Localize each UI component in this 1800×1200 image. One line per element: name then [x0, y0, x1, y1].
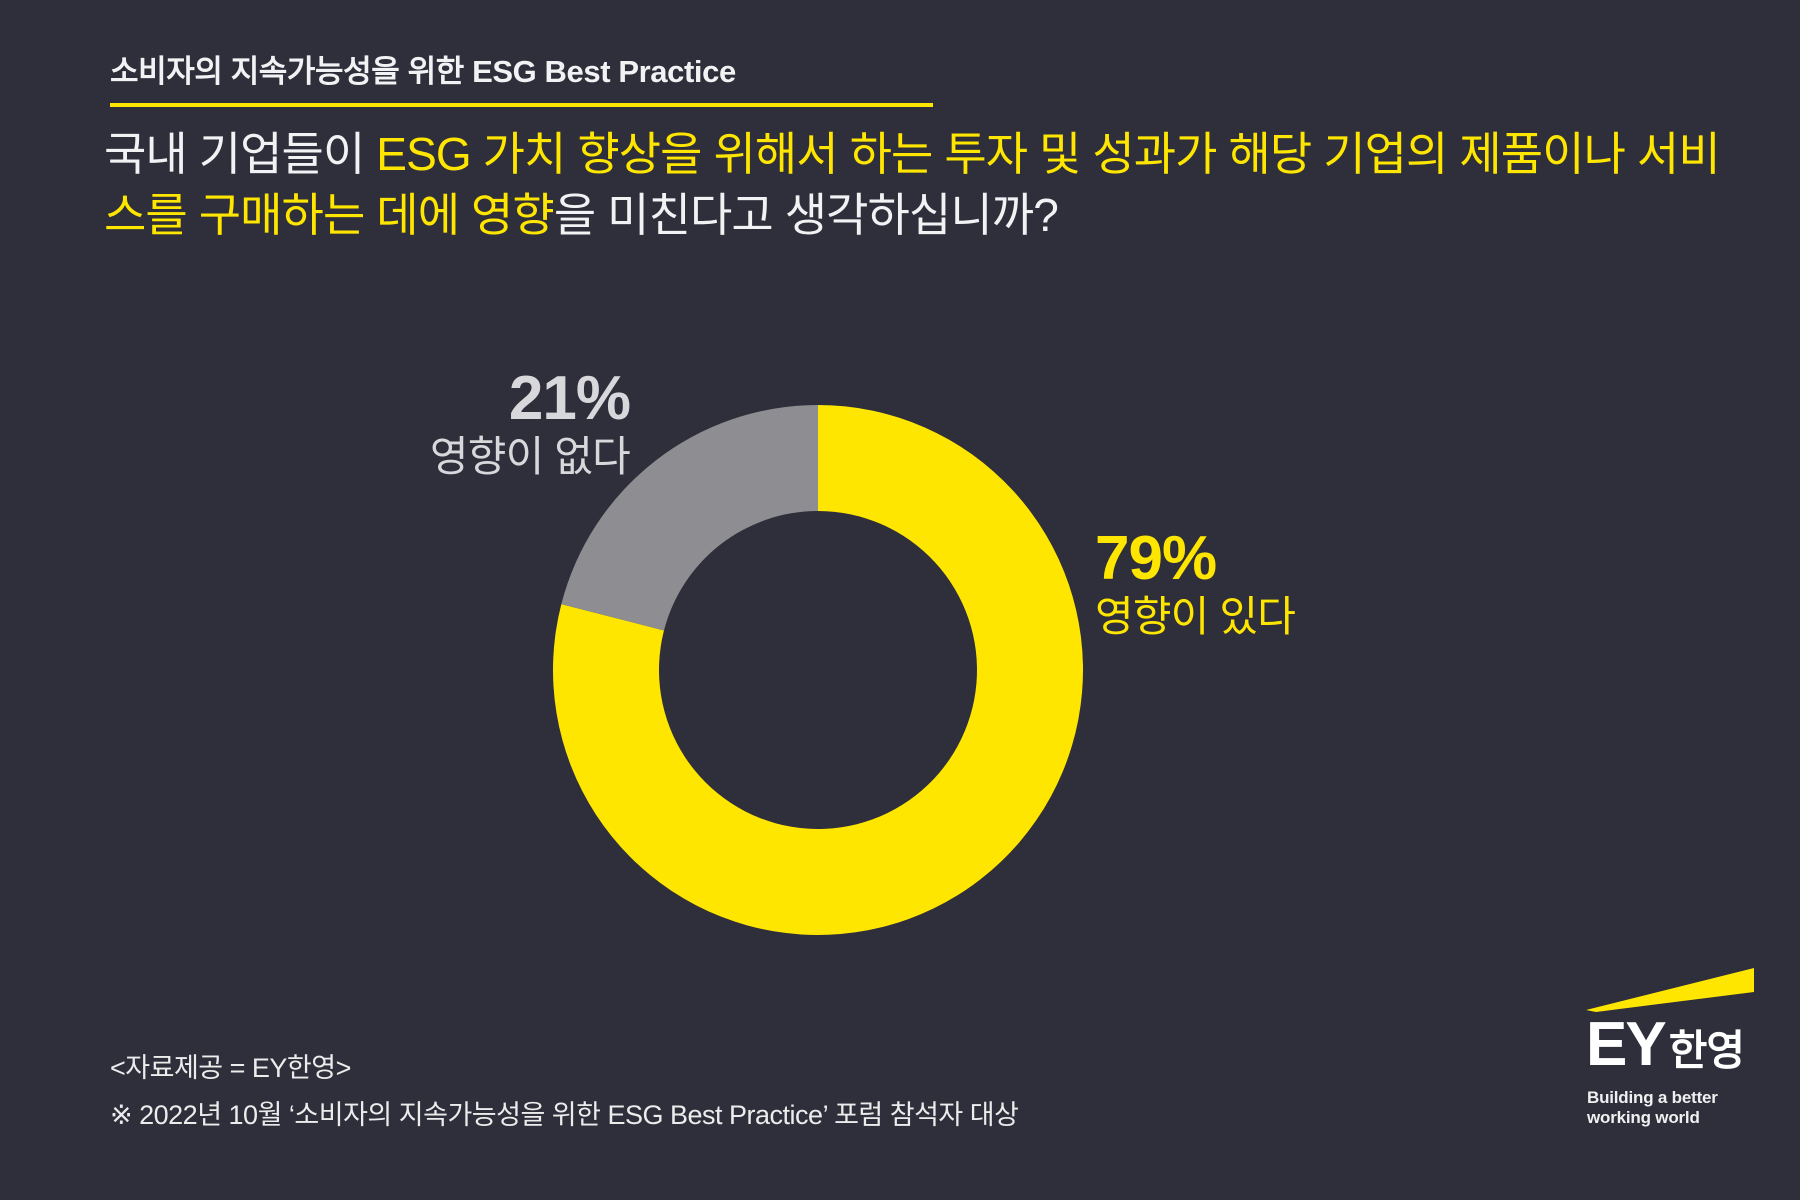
- footer-notes: <자료제공 = EY한영> ※ 2022년 10월 ‘소비자의 지속가능성을 위…: [110, 1048, 1019, 1135]
- eyebrow-title: 소비자의 지속가능성을 위한 ESG Best Practice: [110, 54, 736, 89]
- ey-wordmark-latin: EY: [1586, 1010, 1667, 1079]
- headline-segment-4: 을 미친다고 생각하십니까?: [553, 189, 1059, 242]
- eyebrow-block: 소비자의 지속가능성을 위한 ESG Best Practice: [110, 46, 970, 107]
- footer-source: <자료제공 = EY한영>: [110, 1053, 351, 1083]
- ey-beam-icon: [1586, 968, 1754, 1012]
- eyebrow-underline: [110, 103, 933, 107]
- headline-segment-3: 제품이나 서비스를 구매하는 데에 영향: [104, 128, 1721, 242]
- ey-logo: EY 한영 Building a better working world: [1582, 968, 1772, 1128]
- ey-tagline: Building a better working world: [1587, 1088, 1772, 1128]
- headline-segment-1: 국내 기업들이: [104, 128, 377, 180]
- donut-slice-1: [553, 405, 1083, 935]
- callout-has-impact-label: 영향이 있다: [1095, 593, 1296, 640]
- callout-no-impact: 21% 영향이 없다: [200, 364, 631, 484]
- callout-no-impact-percent: 21%: [508, 364, 631, 433]
- ey-tagline-line2: working world: [1587, 1108, 1700, 1128]
- footer-note: ※ 2022년 10월 ‘소비자의 지속가능성을 위한 ESG Best Pra…: [110, 1099, 1019, 1130]
- headline-segment-2: ESG 가치 향상을 위해서 하는 투자 및 성과가 해당 기업의: [376, 128, 1448, 180]
- ey-tagline-line1: Building a better: [1587, 1088, 1718, 1107]
- callout-has-impact: 79% 영향이 있다: [1095, 528, 1555, 644]
- ey-wordmark-korean: 한영: [1668, 1027, 1745, 1074]
- donut-slice-2: [561, 405, 818, 631]
- page-title: 국내 기업들이 ESG 가치 향상을 위해서 하는 투자 및 성과가 해당 기업…: [104, 124, 1724, 246]
- donut-chart: [553, 405, 1083, 935]
- callout-no-impact-label: 영향이 없다: [429, 433, 631, 480]
- ey-wordmark: EY 한영: [1586, 1014, 1772, 1076]
- donut-chart-svg: [553, 405, 1083, 935]
- callout-has-impact-percent: 79%: [1095, 524, 1217, 593]
